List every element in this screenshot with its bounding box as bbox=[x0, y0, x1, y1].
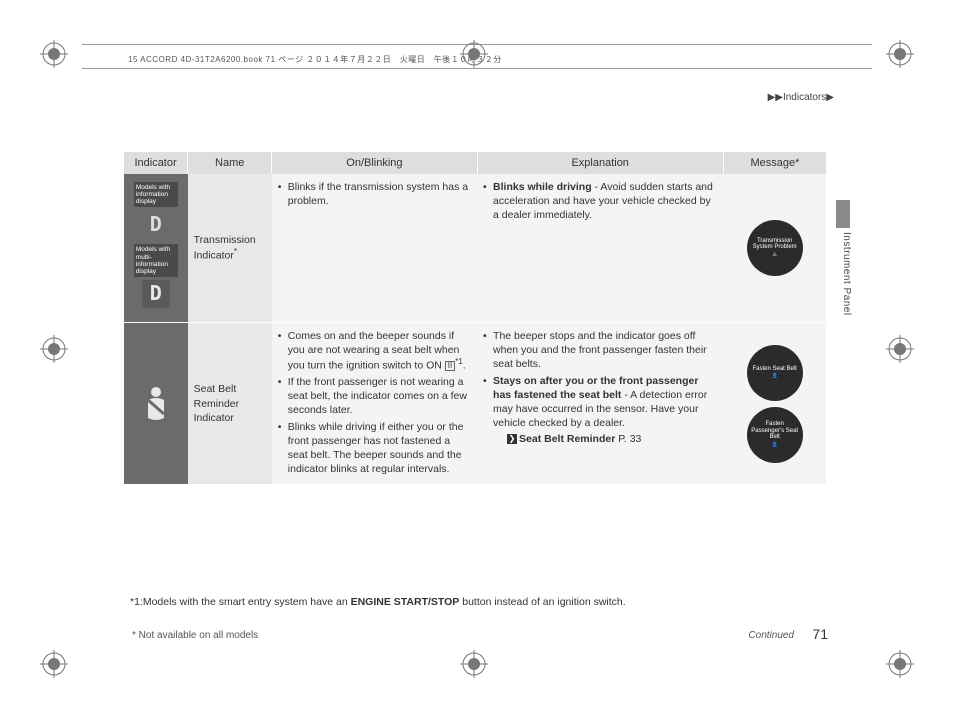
list-item: Comes on and the beeper sounds if you ar… bbox=[278, 329, 471, 373]
col-onblinking: On/Blinking bbox=[272, 152, 477, 174]
col-explanation: Explanation bbox=[477, 152, 723, 174]
disc-text: Transmission System Problem bbox=[751, 238, 799, 251]
list-item: Blinks if the transmission system has a … bbox=[278, 180, 471, 208]
table-header-row: Indicator Name On/Blinking Explanation M… bbox=[124, 152, 826, 174]
disc-text: Fasten Passenger's Seat Belt bbox=[751, 421, 799, 441]
crop-mark-icon bbox=[460, 40, 488, 68]
on-position-icon: II bbox=[445, 361, 455, 371]
indicator-cell bbox=[124, 322, 188, 484]
onblinking-cell: Comes on and the beeper sounds if you ar… bbox=[272, 322, 477, 484]
list-item: Stays on after you or the front passenge… bbox=[483, 374, 717, 447]
onblinking-cell: Blinks if the transmission system has a … bbox=[272, 174, 477, 322]
model-tag: Models with multi-information display bbox=[134, 244, 178, 277]
list-item: If the front passenger is not wearing a … bbox=[278, 375, 471, 418]
indicator-name: Transmission Indicator bbox=[194, 234, 256, 262]
list-item: Blinks while driving if either you or th… bbox=[278, 420, 471, 477]
name-cell: Transmission Indicator* bbox=[188, 174, 272, 322]
crop-mark-icon bbox=[886, 40, 914, 68]
header-rule bbox=[82, 68, 872, 69]
footnote-text: *1:Models with the smart entry system ha… bbox=[130, 596, 351, 608]
model-tag: Models with information display bbox=[134, 182, 178, 207]
disc-icon: 👤 bbox=[772, 374, 778, 380]
ref-icon: ❯ bbox=[507, 434, 517, 444]
footnote-2: * Not available on all models bbox=[132, 630, 258, 641]
col-indicator: Indicator bbox=[124, 152, 188, 174]
table-row: Seat Belt Reminder Indicator Comes on an… bbox=[124, 322, 826, 484]
explanation-cell: The beeper stops and the indicator goes … bbox=[477, 322, 723, 484]
crop-header-text: 15 ACCORD 4D-31T2A6200.book 71 ページ ２０１４年… bbox=[128, 54, 502, 65]
page-number: 71 bbox=[812, 626, 828, 642]
message-cell: Fasten Seat Belt 👤 Fasten Passenger's Se… bbox=[723, 322, 826, 484]
cross-ref: ❯Seat Belt Reminder P. 33 bbox=[493, 432, 717, 446]
side-label: Instrument Panel bbox=[841, 232, 852, 316]
seatbelt-icon bbox=[139, 384, 173, 424]
continued-label: Continued bbox=[748, 630, 794, 641]
disc-icon: ⚠ bbox=[772, 253, 776, 259]
breadcrumb: ▶▶Indicators▶ bbox=[768, 92, 834, 103]
ref-title: Seat Belt Reminder bbox=[519, 433, 615, 445]
crop-mark-icon bbox=[40, 40, 68, 68]
exp-bold: Blinks while driving bbox=[493, 181, 592, 193]
footnote-text: button instead of an ignition switch. bbox=[459, 596, 625, 608]
explanation-cell: Blinks while driving - Avoid sudden star… bbox=[477, 174, 723, 322]
asterisk: * bbox=[234, 247, 237, 256]
message-cell: Transmission System Problem ⚠ bbox=[723, 174, 826, 322]
footnote-1: *1:Models with the smart entry system ha… bbox=[130, 596, 626, 608]
message-disc-icon: Transmission System Problem ⚠ bbox=[747, 220, 803, 276]
side-tab bbox=[836, 200, 850, 228]
crop-mark-icon bbox=[886, 335, 914, 363]
footnote-ref: *1 bbox=[455, 357, 463, 366]
message-disc-icon: Fasten Passenger's Seat Belt 👤 bbox=[747, 407, 803, 463]
col-name: Name bbox=[188, 152, 272, 174]
crop-mark-icon bbox=[40, 650, 68, 678]
indicators-table: Indicator Name On/Blinking Explanation M… bbox=[124, 152, 826, 484]
d-indicator-icon: D bbox=[142, 210, 170, 238]
name-cell: Seat Belt Reminder Indicator bbox=[188, 322, 272, 484]
message-disc-icon: Fasten Seat Belt 👤 bbox=[747, 345, 803, 401]
list-item: The beeper stops and the indicator goes … bbox=[483, 329, 717, 372]
disc-text: Fasten Seat Belt bbox=[752, 366, 796, 373]
table-row: Models with information display D Models… bbox=[124, 174, 826, 322]
d-indicator-icon: D bbox=[142, 280, 170, 308]
col-message: Message* bbox=[723, 152, 826, 174]
list-item: Blinks while driving - Avoid sudden star… bbox=[483, 180, 717, 223]
disc-icon: 👤 bbox=[772, 443, 778, 449]
crop-mark-icon bbox=[886, 650, 914, 678]
ref-page: P. 33 bbox=[618, 433, 641, 445]
crop-mark-icon bbox=[40, 335, 68, 363]
indicator-cell: Models with information display D Models… bbox=[124, 174, 188, 322]
item-text: Comes on and the beeper sounds if you ar… bbox=[288, 330, 460, 372]
footnote-bold: ENGINE START/STOP bbox=[351, 596, 460, 608]
crop-mark-icon bbox=[460, 650, 488, 678]
